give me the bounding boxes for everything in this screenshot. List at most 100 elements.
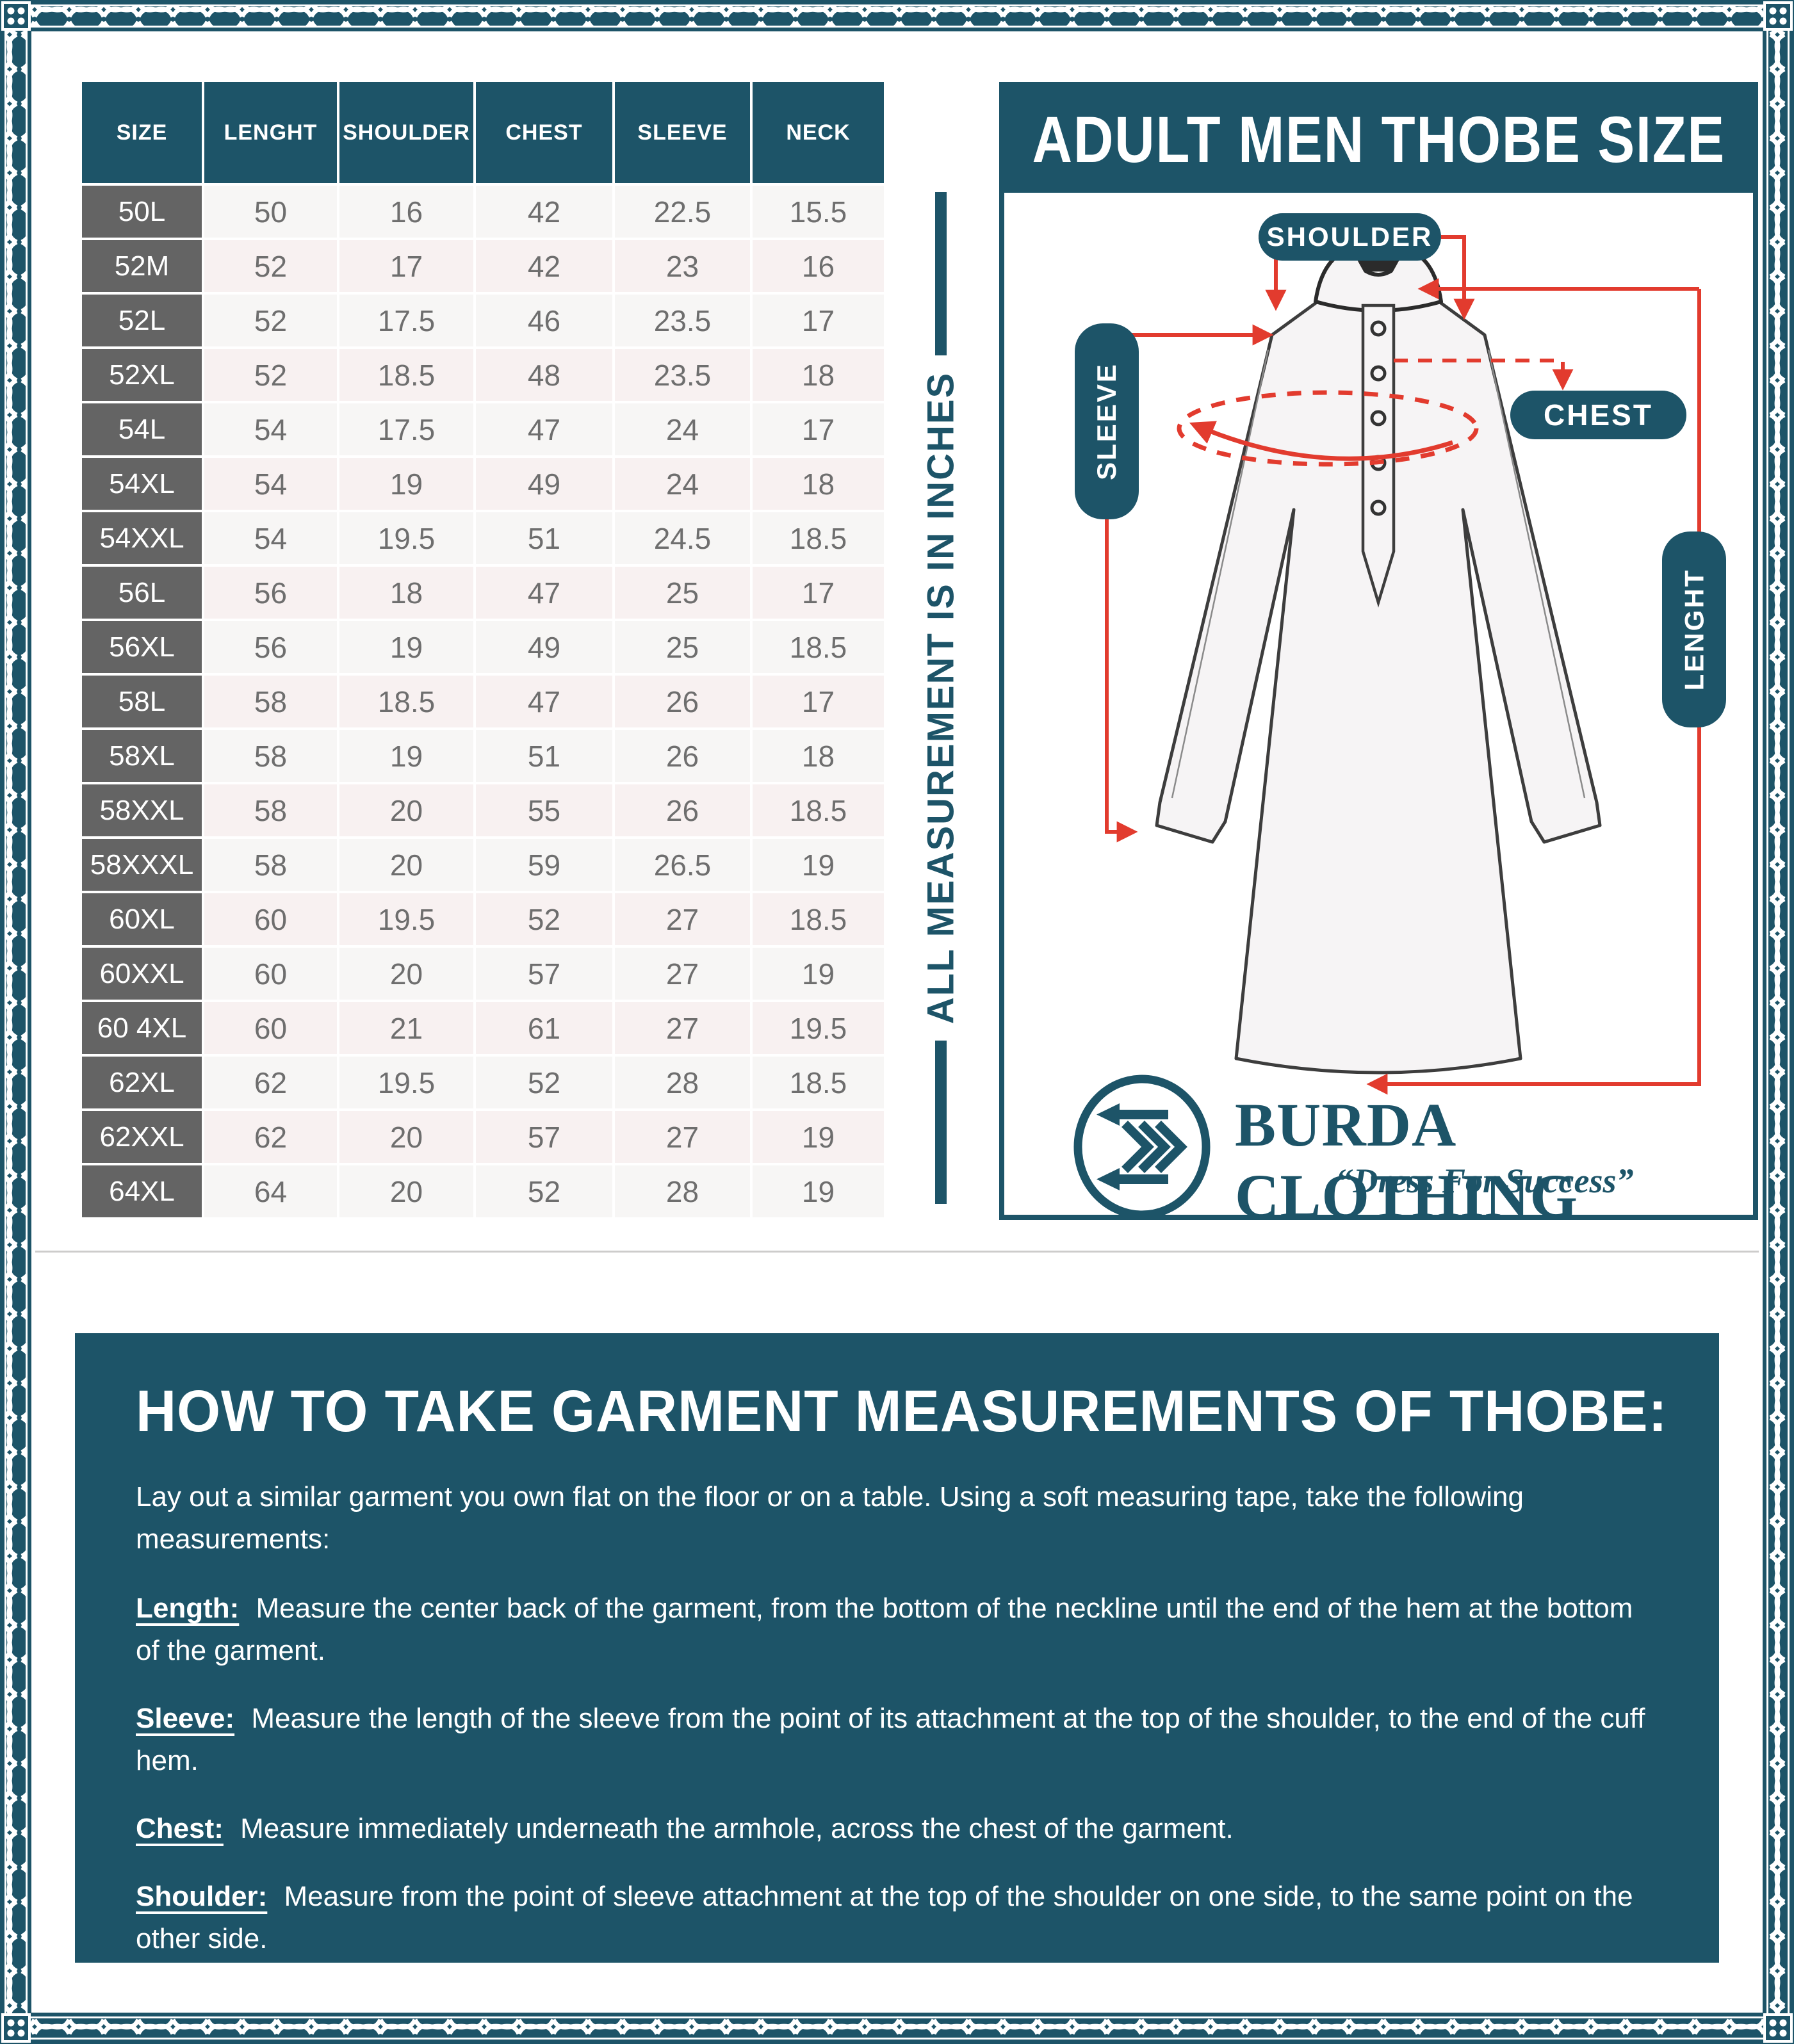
neck-cell: 19 — [753, 839, 884, 891]
length-cell: 60 — [204, 893, 337, 945]
sleeve-label-pill: SLEEVE — [1075, 323, 1139, 519]
chest-cell: 47 — [476, 403, 612, 455]
size-cell: 56XL — [82, 621, 202, 673]
neck-cell: 19 — [753, 948, 884, 1000]
table-row: 58XL 58 19 51 26 18 — [82, 730, 884, 782]
sleeve-cell: 27 — [615, 948, 750, 1000]
neck-cell: 18 — [753, 730, 884, 782]
neck-cell: 17 — [753, 403, 884, 455]
size-cell: 50L — [82, 186, 202, 238]
sleeve-cell: 25 — [615, 567, 750, 619]
sleeve-cell: 22.5 — [615, 186, 750, 238]
neck-cell: 18.5 — [753, 512, 884, 564]
sleeve-cell: 27 — [615, 1111, 750, 1163]
length-cell: 64 — [204, 1165, 337, 1217]
sleeve-cell: 28 — [615, 1165, 750, 1217]
chest-cell: 51 — [476, 512, 612, 564]
size-table-body: 50L 50 16 42 22.5 15.5 52M 52 17 42 23 1… — [82, 186, 884, 1217]
shoulder-cell: 20 — [339, 839, 473, 891]
length-cell: 62 — [204, 1057, 337, 1108]
size-cell: 62XXL — [82, 1111, 202, 1163]
neck-cell: 15.5 — [753, 186, 884, 238]
size-cell: 52XL — [82, 349, 202, 401]
table-row: 58L 58 18.5 47 26 17 — [82, 676, 884, 727]
chest-cell: 46 — [476, 295, 612, 346]
size-cell: 54XL — [82, 458, 202, 510]
shoulder-cell: 19 — [339, 730, 473, 782]
neck-cell: 19.5 — [753, 1002, 884, 1054]
chest-cell: 42 — [476, 186, 612, 238]
chest-cell: 52 — [476, 1165, 612, 1217]
howto-heading: HOW TO TAKE GARMENT MEASUREMENTS OF THOB… — [136, 1379, 1668, 1444]
sleeve-cell: 26 — [615, 784, 750, 836]
chest-cell: 51 — [476, 730, 612, 782]
chest-cell: 48 — [476, 349, 612, 401]
size-cell: 58XXL — [82, 784, 202, 836]
table-row: 52XL 52 18.5 48 23.5 18 — [82, 349, 884, 401]
chest-cell: 52 — [476, 1057, 612, 1108]
sleeve-cell: 26 — [615, 730, 750, 782]
shoulder-cell: 20 — [339, 1111, 473, 1163]
shoulder-label-pill: SHOULDER — [1259, 213, 1441, 261]
chest-cell: 42 — [476, 240, 612, 292]
table-row: 54XL 54 19 49 24 18 — [82, 458, 884, 510]
units-note: ALL MEASUREMENT IS IN INCHES — [920, 371, 962, 1025]
length-cell: 56 — [204, 621, 337, 673]
chest-cell: 59 — [476, 839, 612, 891]
shoulder-cell: 19.5 — [339, 512, 473, 564]
size-cell: 62XL — [82, 1057, 202, 1108]
table-row: 64XL 64 20 52 28 19 — [82, 1165, 884, 1217]
chest-cell: 47 — [476, 567, 612, 619]
size-cell: 58L — [82, 676, 202, 727]
size-cell: 58XL — [82, 730, 202, 782]
size-cell: 58XXXL — [82, 839, 202, 891]
howto-panel: HOW TO TAKE GARMENT MEASUREMENTS OF THOB… — [75, 1333, 1719, 1963]
length-cell: 58 — [204, 839, 337, 891]
shoulder-label: SHOULDER — [1266, 222, 1433, 252]
table-row: 56L 56 18 47 25 17 — [82, 567, 884, 619]
chest-cell: 57 — [476, 1111, 612, 1163]
thobe-size-panel: ADULT MEN THOBE SIZE — [999, 82, 1758, 1230]
neck-cell: 17 — [753, 567, 884, 619]
table-row: 60XL 60 19.5 52 27 18.5 — [82, 893, 884, 945]
table-row: 52L 52 17.5 46 23.5 17 — [82, 295, 884, 346]
length-cell: 52 — [204, 240, 337, 292]
howto-item: Shoulder: Measure from the point of slee… — [136, 1876, 1658, 1960]
table-row: 50L 50 16 42 22.5 15.5 — [82, 186, 884, 238]
table-row: 60XXL 60 20 57 27 19 — [82, 948, 884, 1000]
col-sleeve: SLEEVE — [615, 82, 750, 183]
size-cell: 52M — [82, 240, 202, 292]
sleeve-cell: 24.5 — [615, 512, 750, 564]
header-row: SIZE LENGHT SHOULDER CHEST SLEEVE NECK — [82, 82, 884, 183]
col-neck: NECK — [753, 82, 884, 183]
size-cell: 56L — [82, 567, 202, 619]
howto-item: Chest: Measure immediately underneath th… — [136, 1808, 1658, 1850]
length-cell: 50 — [204, 186, 337, 238]
howto-item-text: Measure immediately underneath the armho… — [232, 1813, 1234, 1844]
shoulder-cell: 19 — [339, 621, 473, 673]
panel-title: ADULT MEN THOBE SIZE — [1032, 103, 1725, 176]
shoulder-cell: 18.5 — [339, 349, 473, 401]
size-cell: 54XXL — [82, 512, 202, 564]
size-cell: 60XL — [82, 893, 202, 945]
brand-name: BURDA CLOTHING — [1235, 1091, 1579, 1230]
chest-cell: 52 — [476, 893, 612, 945]
size-cell: 60XXL — [82, 948, 202, 1000]
howto-item-text: Measure the length of the sleeve from th… — [136, 1703, 1645, 1776]
length-cell: 54 — [204, 403, 337, 455]
col-shoulder: SHOULDER — [339, 82, 473, 183]
shoulder-cell: 18 — [339, 567, 473, 619]
howto-intro: Lay out a similar garment you own flat o… — [136, 1481, 1524, 1555]
chest-cell: 49 — [476, 458, 612, 510]
shoulder-cell: 19.5 — [339, 893, 473, 945]
length-label-pill: LENGHT — [1662, 531, 1726, 727]
neck-cell: 16 — [753, 240, 884, 292]
col-chest: CHEST — [476, 82, 612, 183]
length-cell: 54 — [204, 458, 337, 510]
brand-logo-icon — [1073, 1075, 1211, 1215]
table-row: 58XXXL 58 20 59 26.5 19 — [82, 839, 884, 891]
size-table: SIZE LENGHT SHOULDER CHEST SLEEVE NECK 5… — [79, 79, 886, 1220]
length-cell: 60 — [204, 1002, 337, 1054]
shoulder-cell: 16 — [339, 186, 473, 238]
